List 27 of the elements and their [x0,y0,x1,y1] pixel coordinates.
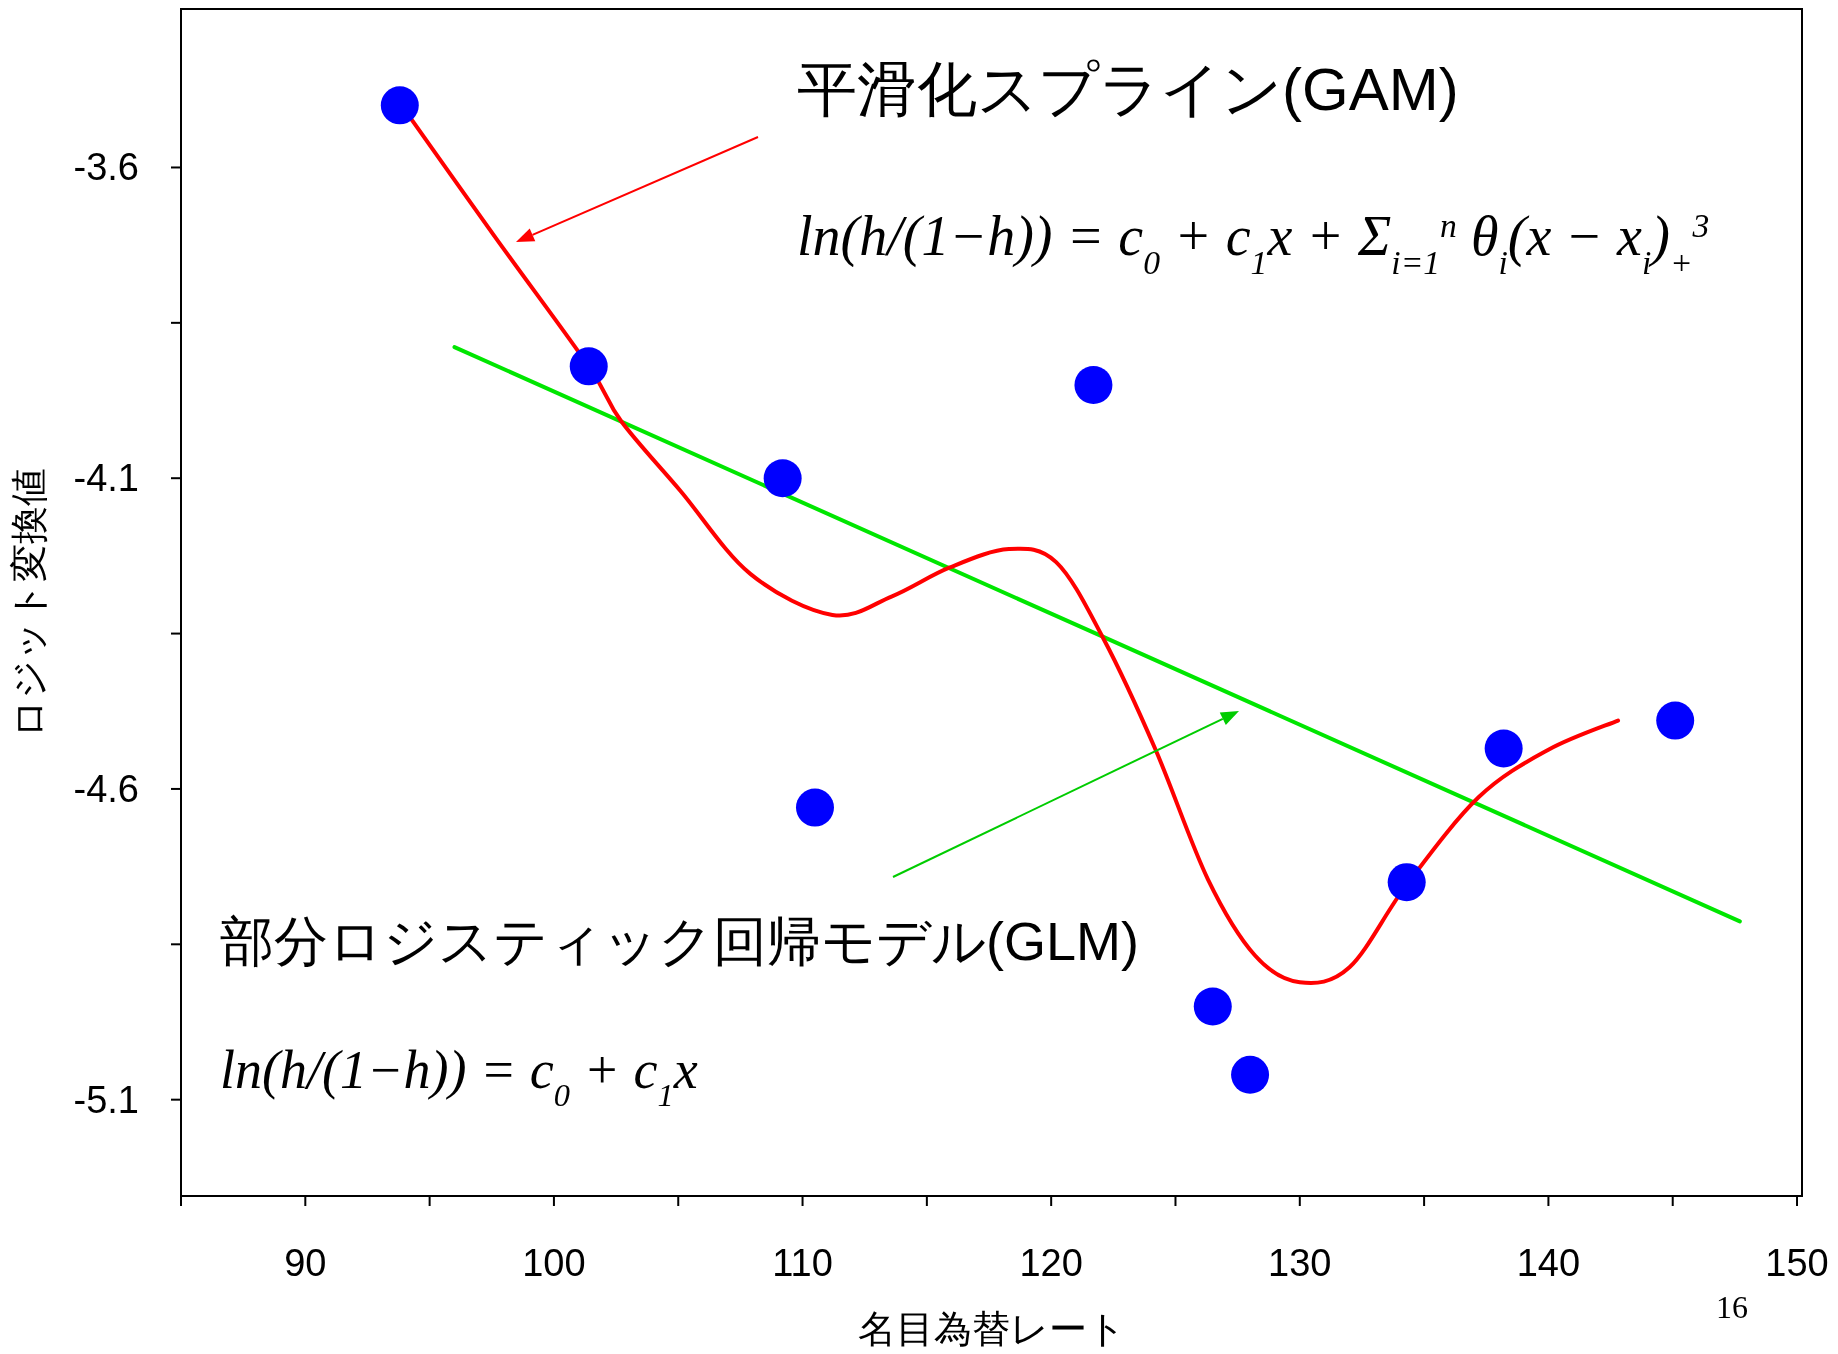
x-tick-label: 140 [1516,1242,1581,1284]
annotation: 部分ロジスティック回帰モデル(GLM) [220,911,1139,971]
point [763,459,802,498]
x-tick-label: 130 [1268,1242,1332,1284]
y-axis-title: ロジット変換値 [8,467,50,738]
y-tick-label: -3.6 [73,146,139,189]
annotation: 平滑化スプライン(GAM) [797,56,1459,123]
x-tick-label: 110 [772,1242,833,1284]
x-tick-label: 90 [284,1242,327,1284]
point [1484,729,1523,768]
x-tick-label: 120 [1019,1242,1083,1284]
text: 16 [1716,1289,1748,1325]
y-tick-label: -4.6 [73,767,139,810]
point [1387,863,1426,902]
point [795,788,834,827]
x-tick-label: 150 [1765,1242,1829,1284]
point [569,347,608,386]
point [1231,1055,1270,1094]
x-axis-title: 名目為替レート [857,1308,1126,1350]
point [1074,365,1113,404]
point [1656,701,1695,740]
point [380,86,419,125]
y-tick-label: -4.1 [73,457,139,500]
annotation: ln(h/(1−h)) = c$_{0}$ + c$_{1}$x [220,1040,698,1113]
y-tick-label: -5.1 [73,1078,139,1121]
x-tick-label: 100 [522,1242,586,1284]
point [1193,987,1232,1026]
